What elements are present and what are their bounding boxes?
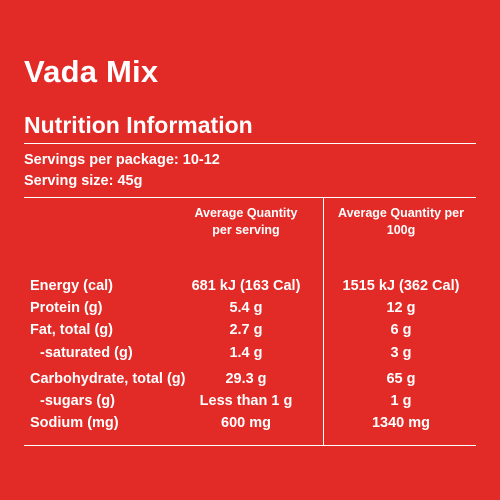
header-per-100g: Average Quantity per 100g [338,206,464,237]
row-value-per-serving: Less than 1 g [199,393,293,409]
row-label: -sugars (g) [40,393,115,409]
table-row-sugars: -sugars (g) Less than 1 g 1 g [0,391,500,411]
row-label: Energy (cal) [30,278,113,294]
column-divider [323,197,324,445]
table-bottom-border [24,445,476,446]
row-value-per-serving: 1.4 g [229,345,263,361]
table-row-saturated: -saturated (g) 1.4 g 3 g [0,343,500,363]
row-value-per-100g: 6 g [390,322,412,338]
row-value-per-serving: 5.4 g [229,300,263,316]
row-value-per-serving: 2.7 g [229,322,263,338]
heading-divider [24,143,476,144]
row-label: Fat, total (g) [30,322,113,338]
row-value-per-100g: 1340 mg [371,415,431,431]
table-row-sodium: Sodium (mg) 600 mg 1340 mg [0,413,500,433]
row-value-per-serving: 29.3 g [225,371,267,387]
row-label: Protein (g) [30,300,103,316]
header-per-serving: Average Quantity per serving [194,206,298,237]
row-value-per-serving: 600 mg [221,415,271,431]
row-label: Sodium (mg) [30,415,119,431]
row-label: Carbohydrate, total (g) [30,371,186,387]
row-label: -saturated (g) [40,345,133,361]
row-value-per-100g: 65 g [386,371,416,387]
nutrition-heading: Nutrition Information [24,112,253,138]
row-value-per-100g: 3 g [390,345,412,361]
row-value-per-100g: 1515 kJ (362 Cal) [342,278,460,294]
table-row-carbohydrate: Carbohydrate, total (g) 29.3 g 65 g [0,369,500,389]
row-value-per-serving: 681 kJ (163 Cal) [191,278,301,294]
product-title: Vada Mix [24,54,159,89]
row-value-per-100g: 12 g [386,300,416,316]
table-row-protein: Protein (g) 5.4 g 12 g [0,298,500,318]
serving-size: Serving size: 45g [24,173,143,189]
servings-per-package: Servings per package: 10-12 [24,152,220,168]
table-top-border [24,197,476,198]
row-value-per-100g: 1 g [390,393,412,409]
table-row-fat-total: Fat, total (g) 2.7 g 6 g [0,320,500,340]
table-row-energy: Energy (cal) 681 kJ (163 Cal) 1515 kJ (3… [0,276,500,296]
